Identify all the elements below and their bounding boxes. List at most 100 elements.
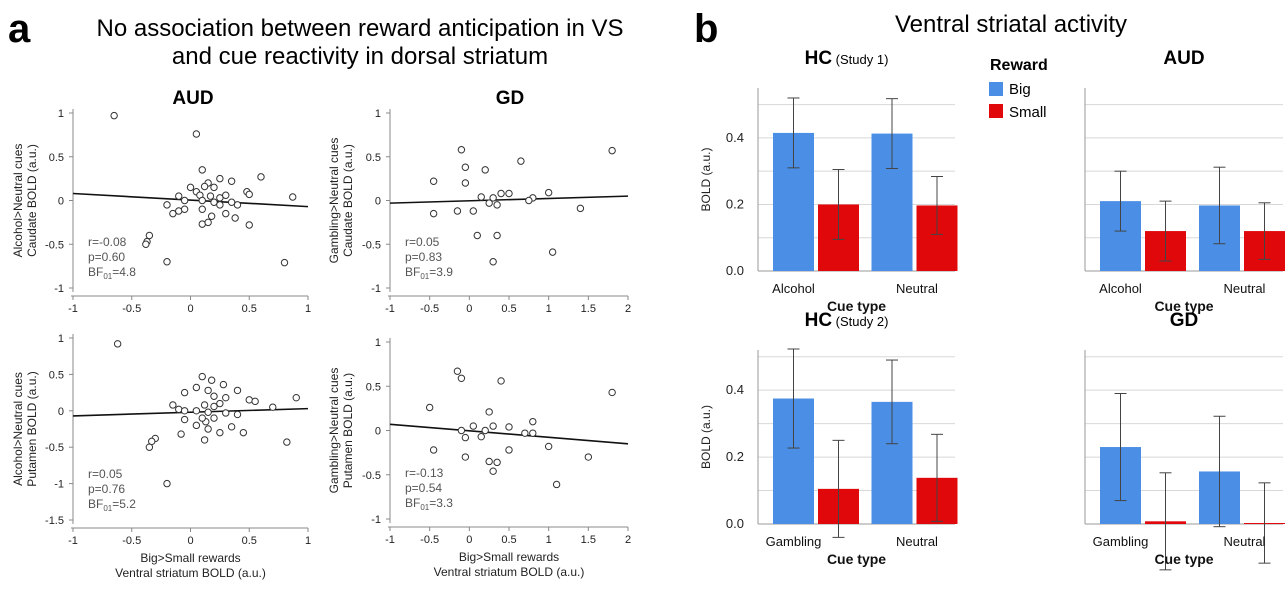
y-tick-label: -1 bbox=[371, 283, 381, 295]
x-tick-label: -1 bbox=[68, 535, 78, 547]
y-tick-label: 0 bbox=[375, 426, 381, 438]
y-axis-label: BOLD (a.u.) bbox=[699, 147, 713, 211]
y-tick-label: 0.2 bbox=[726, 196, 744, 211]
data-point bbox=[227, 198, 236, 206]
stat-bf-subscript: 01 bbox=[103, 272, 112, 281]
data-point bbox=[292, 393, 300, 402]
data-point bbox=[227, 177, 236, 185]
stat-bf: BF01=4.8 bbox=[88, 265, 136, 281]
y-axis-label-line2: Putamen BOLD (a.u.) bbox=[25, 371, 39, 486]
y-tick-label: 0 bbox=[58, 196, 64, 208]
x-tick-label: 0 bbox=[187, 303, 193, 315]
category-label: Gambling bbox=[1093, 534, 1149, 549]
data-point bbox=[200, 436, 209, 444]
category-label: Gambling bbox=[766, 534, 822, 549]
y-tick-label: -0.5 bbox=[45, 442, 64, 454]
x-tick-label: 1.5 bbox=[581, 534, 596, 546]
stat-bf-prefix: BF bbox=[405, 265, 420, 279]
data-point bbox=[251, 397, 259, 406]
data-point bbox=[219, 380, 228, 389]
data-point bbox=[425, 403, 434, 412]
stat-p: p=0.60 bbox=[88, 250, 125, 264]
data-point bbox=[280, 258, 289, 267]
data-point bbox=[216, 174, 224, 183]
data-point bbox=[177, 430, 185, 438]
y-tick-label: 0.2 bbox=[726, 449, 744, 464]
stat-p: p=0.76 bbox=[88, 482, 125, 496]
data-point bbox=[210, 402, 218, 411]
y-tick-label: 1 bbox=[58, 333, 64, 345]
stat-bf-prefix: BF bbox=[88, 265, 103, 279]
data-point bbox=[489, 194, 497, 202]
data-point bbox=[180, 407, 189, 415]
x-tick-label: 0 bbox=[466, 303, 472, 315]
data-point bbox=[544, 442, 553, 451]
panel-a-title-line2: and cue reactivity in dorsal striatum bbox=[172, 43, 548, 70]
data-point bbox=[192, 421, 201, 430]
y-tick-label: 0 bbox=[375, 196, 381, 208]
data-point bbox=[461, 179, 470, 187]
data-point bbox=[485, 408, 493, 416]
data-point bbox=[145, 231, 154, 240]
y-tick-label: -1 bbox=[54, 283, 64, 295]
category-label: Alcohol bbox=[1099, 281, 1142, 296]
data-point bbox=[198, 414, 206, 422]
data-point bbox=[521, 429, 529, 437]
bar-title: AUD bbox=[1163, 48, 1204, 69]
x-axis-label-line2: Ventral striatum BOLD (a.u.) bbox=[115, 566, 266, 580]
scatter-title: AUD bbox=[172, 88, 213, 109]
data-point bbox=[493, 458, 501, 467]
x-axis-label: Cue type bbox=[1154, 298, 1213, 314]
y-tick-label: 0.0 bbox=[726, 516, 744, 531]
x-tick-label: 0 bbox=[187, 535, 193, 547]
data-point bbox=[198, 196, 206, 205]
data-point bbox=[457, 146, 466, 154]
data-point bbox=[489, 258, 497, 266]
stat-bf: BF01=3.9 bbox=[405, 265, 453, 281]
data-point bbox=[461, 433, 470, 442]
bar-title-group: HC bbox=[805, 310, 833, 331]
chart-4: 1 0.5 0 -0.5 -1 -1 -0.5 0 0.5 1 1.5 2 Gambling>Neutr… bbox=[327, 337, 631, 579]
y-tick-label: 0.5 bbox=[49, 152, 64, 164]
stat-bf-value: =4.8 bbox=[112, 265, 136, 279]
y-tick-label: 0 bbox=[58, 406, 64, 418]
data-point bbox=[517, 157, 525, 165]
y-tick-label: 1 bbox=[375, 337, 381, 349]
data-point bbox=[204, 408, 212, 416]
data-point bbox=[477, 193, 485, 201]
data-point bbox=[485, 199, 493, 207]
x-tick-label: -1 bbox=[385, 534, 395, 546]
data-point bbox=[489, 467, 497, 475]
data-point bbox=[552, 480, 561, 489]
data-point bbox=[163, 258, 171, 266]
data-point bbox=[180, 388, 189, 397]
y-axis-label-line1: Gambling>Neutral cues bbox=[327, 138, 341, 264]
data-point bbox=[576, 204, 585, 213]
stat-r: r=-0.08 bbox=[88, 235, 127, 249]
data-point bbox=[485, 457, 493, 466]
data-point bbox=[222, 409, 230, 417]
x-axis-label-line2: Ventral striatum BOLD (a.u.) bbox=[434, 565, 585, 579]
data-point bbox=[469, 422, 477, 430]
y-axis-label-line1: Alcohol>Neutral cues bbox=[11, 144, 25, 258]
data-point bbox=[192, 130, 201, 138]
data-point bbox=[489, 422, 497, 430]
x-tick-label: 1 bbox=[546, 534, 552, 546]
y-axis-label: BOLD (a.u.) bbox=[699, 405, 713, 469]
data-point bbox=[481, 426, 489, 435]
data-point bbox=[222, 209, 230, 218]
y-tick-label: 0.4 bbox=[726, 130, 744, 145]
stat-bf-prefix: BF bbox=[405, 496, 420, 510]
data-point bbox=[525, 196, 533, 205]
data-point bbox=[453, 367, 462, 375]
x-axis-label-line1: Big>Small rewards bbox=[459, 550, 559, 564]
y-tick-label: -1 bbox=[54, 479, 64, 491]
y-axis-label-line1: Alcohol>Neutral cues bbox=[11, 372, 25, 486]
bar-title-study: (Study 2) bbox=[832, 314, 888, 329]
data-point bbox=[192, 407, 201, 415]
data-point bbox=[210, 392, 218, 400]
data-point bbox=[204, 218, 212, 227]
data-point bbox=[529, 429, 537, 437]
data-point bbox=[216, 399, 224, 408]
y-tick-label: 1 bbox=[375, 108, 381, 120]
